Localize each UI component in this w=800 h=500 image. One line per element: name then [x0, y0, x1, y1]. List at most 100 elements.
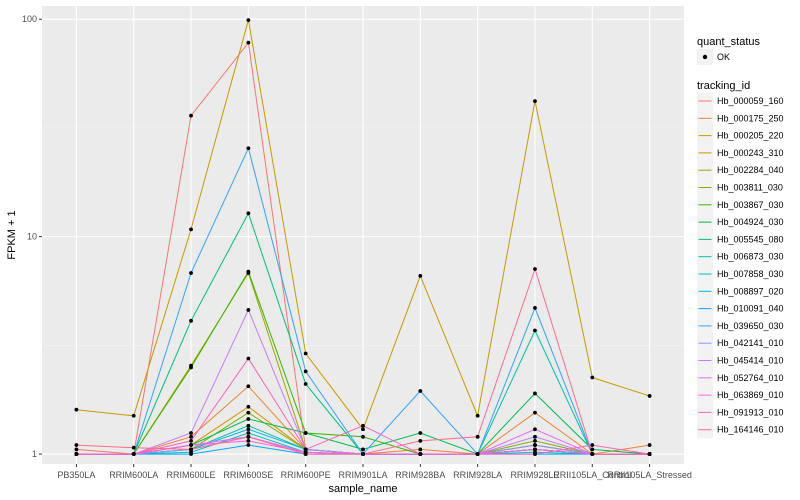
- data-point: [418, 447, 423, 452]
- data-point: [418, 431, 423, 435]
- legend-series-label: Hb_002284_040: [717, 165, 784, 175]
- data-point: [246, 434, 251, 439]
- data-point: [246, 404, 251, 409]
- legend-series-label: Hb_007858_030: [717, 269, 784, 279]
- data-point: [246, 427, 251, 432]
- data-point: [590, 375, 595, 380]
- data-point: [189, 438, 193, 443]
- data-point: [303, 369, 308, 374]
- data-point: [246, 146, 251, 151]
- legend-series-label: Hb_042141_010: [717, 338, 784, 348]
- data-point: [246, 18, 251, 23]
- data-point: [303, 382, 308, 386]
- data-point: [246, 410, 251, 415]
- x-tick-label: RRIM928BA: [395, 470, 445, 480]
- data-point: [131, 445, 136, 450]
- x-tick-label: RRIM600LA: [109, 470, 158, 480]
- data-point: [361, 452, 365, 456]
- data-point: [590, 452, 595, 456]
- data-point: [74, 447, 79, 452]
- data-point: [418, 273, 423, 278]
- data-point: [189, 434, 193, 439]
- data-point: [246, 423, 251, 428]
- y-axis-title: FPKM + 1: [6, 210, 18, 259]
- x-tick-label: RRII105LA_Control: [553, 470, 631, 480]
- data-point: [131, 452, 136, 456]
- data-point: [246, 417, 251, 421]
- data-point: [303, 351, 308, 356]
- legend-series-label: Hb_010091_040: [717, 304, 784, 314]
- legend-series-label: Hb_000175_250: [717, 113, 784, 123]
- legend-series-label: Hb_000243_310: [717, 148, 784, 158]
- data-point: [131, 413, 136, 418]
- data-point: [533, 427, 537, 432]
- data-point: [533, 410, 537, 415]
- data-point: [189, 271, 193, 275]
- data-point: [361, 423, 365, 428]
- y-tick-label: 1: [32, 449, 37, 459]
- legend-series-label: Hb_045414_010: [717, 356, 784, 366]
- data-point: [246, 431, 251, 435]
- legend-point-symbol: [702, 54, 708, 60]
- data-point: [475, 413, 480, 418]
- data-point: [189, 318, 193, 323]
- x-tick-label: RRIM600LE: [167, 470, 216, 480]
- data-point: [246, 356, 251, 361]
- x-tick-label: RRIM600SE: [223, 470, 273, 480]
- data-point: [647, 394, 652, 398]
- data-point: [590, 447, 595, 452]
- x-tick-label: RRIM928LE: [510, 470, 559, 480]
- point-legend-entries: OK: [697, 49, 730, 65]
- legend-point-label: OK: [717, 52, 730, 62]
- data-point: [361, 447, 365, 452]
- data-point: [361, 427, 365, 432]
- point-legend-title: quant_status: [697, 36, 760, 48]
- data-point: [246, 308, 251, 312]
- data-point: [246, 40, 251, 45]
- series-points: [74, 18, 652, 456]
- series-legend-entries: Hb_000059_160 Hb_000175_250 Hb_000205_220 H…: [697, 92, 784, 439]
- data-point: [246, 443, 251, 447]
- data-point: [303, 431, 308, 435]
- legend-series-label: Hb_052764_010: [717, 373, 784, 383]
- legend-series-label: Hb_164146_010: [717, 425, 784, 435]
- data-point: [533, 434, 537, 439]
- data-point: [246, 438, 251, 443]
- y-tick-label: 100: [22, 14, 37, 24]
- y-axis: 1 10 100: [22, 14, 42, 459]
- legend: quant_status OK tracking_id Hb_000059_16…: [697, 36, 784, 439]
- data-point: [475, 434, 480, 439]
- legend-series-label: Hb_008897_020: [717, 286, 784, 296]
- x-tick-label: PB350LA: [57, 470, 95, 480]
- data-point: [189, 365, 193, 370]
- legend-series-label: Hb_039650_030: [717, 321, 784, 331]
- data-point: [647, 452, 652, 456]
- data-point: [418, 438, 423, 443]
- data-point: [533, 99, 537, 104]
- data-point: [533, 328, 537, 333]
- legend-series-label: Hb_063869_010: [717, 390, 784, 400]
- legend-series-label: Hb_003811_030: [717, 183, 783, 193]
- y-tick-label: 10: [27, 232, 37, 242]
- data-point: [189, 431, 193, 435]
- data-point: [74, 452, 79, 456]
- legend-series-label: Hb_006873_030: [717, 252, 784, 262]
- data-point: [533, 438, 537, 443]
- data-point: [303, 447, 308, 452]
- legend-series-label: Hb_005545_080: [717, 234, 784, 244]
- legend-series-label: Hb_000059_160: [717, 96, 784, 106]
- data-point: [189, 452, 193, 456]
- data-point: [418, 452, 423, 456]
- data-point: [475, 452, 480, 456]
- data-point: [246, 269, 251, 274]
- data-point: [533, 452, 537, 456]
- legend-series-label: Hb_004924_030: [717, 217, 784, 227]
- data-point: [246, 211, 251, 216]
- data-point: [189, 113, 193, 118]
- legend-series-label: Hb_091913_010: [717, 407, 784, 417]
- x-axis-title: sample_name: [328, 483, 397, 495]
- legend-series-label: Hb_003867_030: [717, 200, 784, 210]
- data-point: [533, 306, 537, 310]
- data-point: [246, 384, 251, 389]
